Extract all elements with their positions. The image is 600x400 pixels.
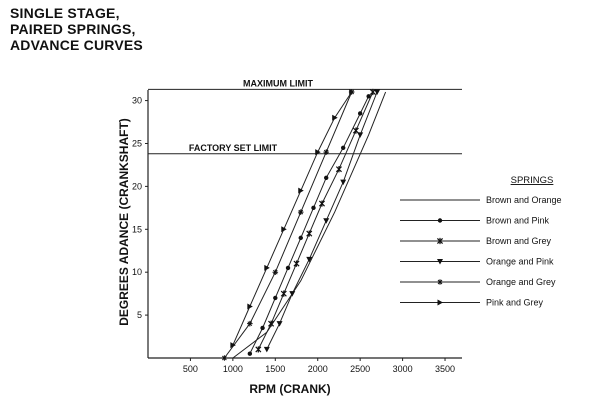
data-point xyxy=(280,290,287,297)
data-point xyxy=(255,346,262,353)
y-tick-label: 30 xyxy=(132,96,142,106)
data-point xyxy=(272,269,279,275)
data-point xyxy=(268,320,275,327)
x-axis-title: RPM (CRANK) xyxy=(249,382,330,396)
data-point xyxy=(318,200,325,207)
x-tick-label: 1500 xyxy=(265,364,285,374)
legend-item: Brown and Pink xyxy=(400,216,550,226)
legend-item: Orange and Grey xyxy=(400,277,556,287)
y-axis-title: DEGREES ADANCE (CRANKSHAFT) xyxy=(117,118,131,326)
legend-item: Brown and Orange xyxy=(400,195,562,205)
data-point xyxy=(247,320,253,327)
series-orange-and-grey xyxy=(221,89,355,361)
legend-label: Brown and Pink xyxy=(486,216,550,226)
data-point xyxy=(298,187,304,194)
data-point xyxy=(366,94,371,99)
reference-lines: MAXIMUM LIMIT FACTORY SET LIMIT xyxy=(148,78,462,155)
axes: 500 1000 1500 2000 2500 3000 3500 5 10 15 20 25 30 xyxy=(132,90,462,374)
legend-label: Orange and Grey xyxy=(486,277,556,287)
legend-item: Brown and Grey xyxy=(400,236,552,246)
data-point xyxy=(273,295,278,301)
data-point xyxy=(264,264,270,271)
data-point xyxy=(324,175,329,181)
legend-label: Pink and Grey xyxy=(486,298,544,308)
series-line xyxy=(232,91,353,346)
legend-label: Orange and Pink xyxy=(486,257,554,267)
y-tick-label: 5 xyxy=(137,310,142,320)
title-line-2: PAIRED SPRINGS, xyxy=(10,21,136,37)
data-point xyxy=(315,149,321,156)
data-point xyxy=(352,127,359,134)
reference-line-label: FACTORY SET LIMIT xyxy=(189,143,278,153)
data-point xyxy=(285,265,291,271)
data-point xyxy=(293,260,300,267)
y-tick-label: 25 xyxy=(132,138,142,148)
series-line xyxy=(223,91,353,359)
series-line xyxy=(249,96,370,354)
data-point xyxy=(332,114,338,121)
x-tick-label: 3500 xyxy=(435,364,455,374)
x-tick-label: 2000 xyxy=(308,364,328,374)
data-point xyxy=(311,205,316,211)
data-point xyxy=(335,166,342,173)
data-point xyxy=(306,256,313,263)
data-point xyxy=(436,237,444,245)
y-tick-label: 20 xyxy=(132,181,142,191)
data-point xyxy=(281,226,287,233)
data-point xyxy=(289,291,296,297)
series-brown-and-grey xyxy=(255,88,376,353)
reference-line-label: MAXIMUM LIMIT xyxy=(243,78,313,88)
legend-label: Brown and Grey xyxy=(486,236,552,246)
data-point xyxy=(357,111,363,116)
x-tick-label: 1000 xyxy=(223,364,243,374)
legend-label: Brown and Orange xyxy=(486,195,562,205)
data-point xyxy=(374,89,381,95)
y-tick-label: 15 xyxy=(132,224,142,234)
legend-title: SPRINGS xyxy=(511,175,554,186)
legend-item: Pink and Grey xyxy=(400,298,544,308)
data-point xyxy=(349,89,355,95)
title-line-3: ADVANCE CURVES xyxy=(10,37,143,53)
legend-item: Orange and Pink xyxy=(400,257,554,267)
data-point xyxy=(357,132,364,138)
chart-title: SINGLE STAGE, PAIRED SPRINGS, ADVANCE CU… xyxy=(10,5,180,53)
series-pink-and-grey xyxy=(230,89,355,349)
series-brown-and-pink xyxy=(247,94,371,356)
data-point xyxy=(323,218,330,224)
data-point xyxy=(437,299,443,306)
series-lines xyxy=(221,88,387,361)
data-point xyxy=(230,342,236,349)
data-point xyxy=(323,149,330,155)
title-line-1: SINGLE STAGE, xyxy=(10,5,120,21)
data-point xyxy=(437,218,443,223)
series-brown-and-orange xyxy=(232,91,387,359)
x-tick-label: 3000 xyxy=(393,364,413,374)
data-point xyxy=(297,209,304,215)
series-line xyxy=(266,91,378,350)
data-point xyxy=(306,230,313,237)
x-tick-label: 2500 xyxy=(350,364,370,374)
data-point xyxy=(437,259,443,265)
data-point xyxy=(340,179,347,186)
legend: SPRINGS Brown and Orange Brown and Pink Bro… xyxy=(400,175,562,308)
data-point xyxy=(221,355,228,361)
series-line xyxy=(232,91,387,359)
series-orange-and-pink xyxy=(263,89,381,353)
data-point xyxy=(298,235,303,241)
y-tick-label: 10 xyxy=(132,267,142,277)
data-point xyxy=(247,303,253,310)
x-tick-label: 500 xyxy=(183,364,198,374)
data-point xyxy=(247,351,253,356)
data-point xyxy=(437,279,443,285)
data-point xyxy=(263,346,270,353)
data-point xyxy=(340,145,346,150)
data-point xyxy=(260,325,265,331)
data-point xyxy=(276,321,283,327)
